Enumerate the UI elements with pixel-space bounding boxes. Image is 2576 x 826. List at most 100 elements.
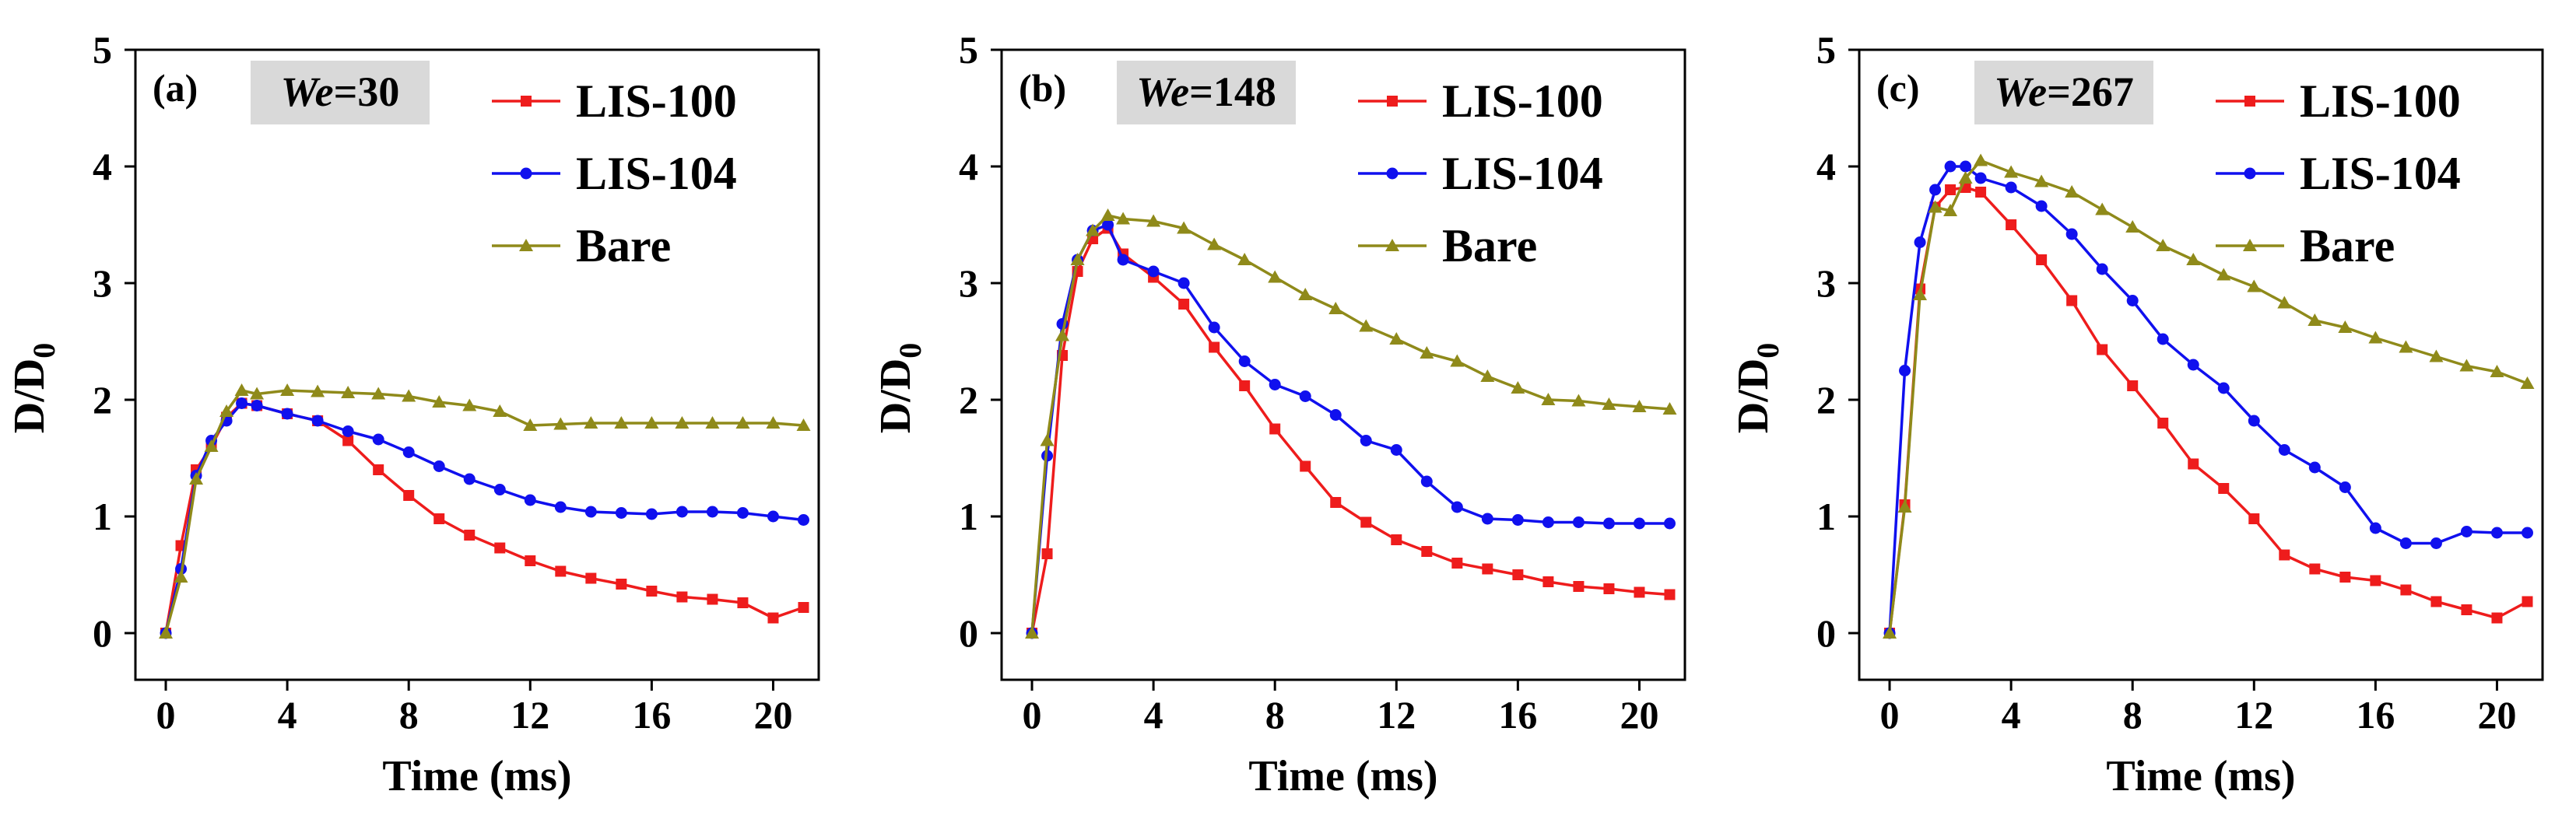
data-point bbox=[2461, 604, 2472, 615]
we-value: =148 bbox=[1189, 68, 1276, 115]
data-point bbox=[204, 439, 219, 452]
data-point bbox=[2490, 365, 2504, 377]
panel-label: (c) bbox=[1876, 66, 1920, 110]
data-point bbox=[494, 542, 506, 554]
data-point bbox=[706, 506, 718, 518]
data-point bbox=[2157, 418, 2169, 429]
data-point bbox=[614, 416, 629, 429]
data-point bbox=[433, 513, 445, 524]
series-bare bbox=[1025, 208, 1677, 639]
data-point bbox=[464, 530, 476, 541]
data-point bbox=[2248, 513, 2260, 524]
data-point bbox=[615, 507, 627, 519]
legend-label: Bare bbox=[2300, 220, 2395, 271]
legend-label: Bare bbox=[1442, 220, 1537, 271]
data-point bbox=[1602, 397, 1616, 410]
data-point bbox=[341, 386, 356, 398]
data-point bbox=[2097, 344, 2108, 355]
legend-marker bbox=[2244, 167, 2256, 180]
legend-label: LIS-100 bbox=[1442, 75, 1603, 127]
we-label: We=148 bbox=[1136, 68, 1276, 115]
y-axis-label-main: D/D bbox=[872, 359, 920, 433]
data-point bbox=[2277, 296, 2292, 309]
series-lis-104 bbox=[1026, 219, 1676, 639]
data-point bbox=[2006, 219, 2017, 230]
data-point bbox=[1116, 212, 1131, 225]
y-tick-label: 0 bbox=[1816, 611, 1836, 655]
y-tick-label: 1 bbox=[93, 495, 112, 538]
we-value: =267 bbox=[2047, 68, 2134, 115]
data-point bbox=[1929, 184, 1942, 196]
data-point bbox=[1177, 277, 1190, 289]
data-point bbox=[1634, 586, 1645, 598]
data-point bbox=[493, 404, 507, 417]
legend-marker bbox=[520, 167, 532, 180]
x-tick-label: 4 bbox=[278, 693, 297, 737]
data-point bbox=[1883, 626, 1897, 639]
data-point bbox=[1268, 270, 1283, 283]
data-point bbox=[736, 507, 749, 519]
data-point bbox=[1663, 517, 1676, 530]
data-point bbox=[2065, 228, 2078, 240]
data-point bbox=[251, 400, 263, 411]
y-tick-label: 0 bbox=[959, 611, 978, 655]
data-point bbox=[1102, 219, 1114, 231]
data-point bbox=[797, 514, 809, 526]
x-tick-label: 0 bbox=[156, 693, 176, 737]
data-point bbox=[767, 510, 779, 523]
data-point bbox=[1269, 423, 1281, 435]
data-point bbox=[2065, 185, 2079, 198]
data-point bbox=[159, 626, 174, 639]
data-point bbox=[2005, 181, 2017, 194]
we-label: We=267 bbox=[1994, 68, 2134, 115]
data-point bbox=[2522, 596, 2533, 607]
legend-label: LIS-104 bbox=[576, 148, 737, 199]
we-value: =30 bbox=[334, 68, 400, 115]
data-point bbox=[1602, 517, 1615, 530]
series-line bbox=[1888, 165, 2528, 634]
x-tick-label: 16 bbox=[2356, 693, 2395, 737]
data-point bbox=[675, 416, 690, 429]
data-point bbox=[1974, 153, 1988, 166]
data-point bbox=[1542, 516, 1554, 528]
data-point bbox=[189, 472, 204, 485]
x-tick-label: 0 bbox=[1023, 693, 1042, 737]
data-point bbox=[1360, 435, 1372, 446]
data-point bbox=[1572, 516, 1585, 528]
legend-label: LIS-104 bbox=[1442, 148, 1603, 199]
data-point bbox=[1958, 171, 1973, 184]
series-line bbox=[1030, 226, 1670, 634]
data-point bbox=[1451, 558, 1463, 569]
data-point bbox=[1633, 517, 1645, 530]
series-lis-100 bbox=[1884, 182, 2533, 639]
x-tick-label: 0 bbox=[1880, 693, 1900, 737]
data-point bbox=[2188, 458, 2199, 470]
data-point bbox=[1300, 460, 1311, 472]
x-tick-label: 20 bbox=[753, 693, 792, 737]
data-point bbox=[2521, 527, 2533, 539]
plot-frame bbox=[1858, 48, 2544, 681]
data-point bbox=[796, 418, 811, 431]
data-point bbox=[371, 387, 386, 400]
data-point bbox=[402, 389, 416, 402]
legend: LIS-100 LIS-104 Bare bbox=[1358, 75, 1603, 271]
data-point bbox=[2187, 359, 2199, 371]
panel-label: (a) bbox=[153, 66, 198, 110]
data-point bbox=[1359, 319, 1374, 332]
legend-marker bbox=[1385, 239, 1399, 251]
data-point bbox=[2459, 359, 2474, 372]
data-point bbox=[737, 597, 749, 608]
data-point bbox=[1421, 546, 1433, 557]
x-tick-label: 12 bbox=[1377, 693, 1416, 737]
data-point bbox=[1541, 393, 1556, 405]
data-point bbox=[1897, 500, 1912, 513]
data-point bbox=[1298, 288, 1313, 300]
x-tick-label: 8 bbox=[1265, 693, 1285, 737]
data-point bbox=[645, 508, 658, 520]
data-point bbox=[2248, 415, 2260, 427]
y-tick-label: 2 bbox=[93, 378, 112, 422]
data-point bbox=[1664, 589, 1676, 600]
data-point bbox=[2399, 537, 2412, 549]
